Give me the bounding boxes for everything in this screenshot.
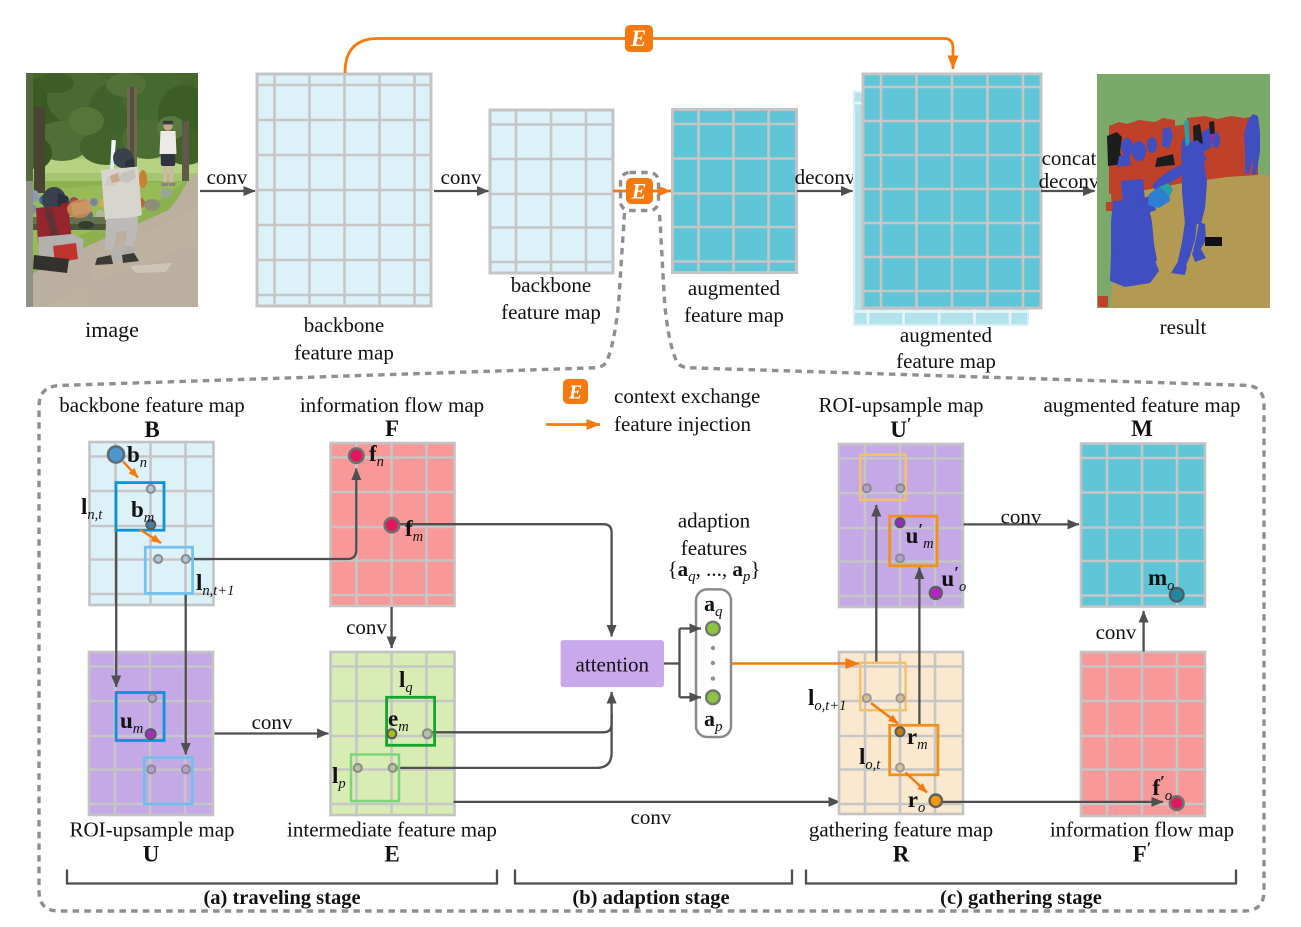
svg-text:(a) traveling stage: (a) traveling stage (203, 887, 360, 909)
svg-text:feature injection: feature injection (614, 412, 752, 436)
svg-text:U′: U′ (890, 414, 911, 442)
svg-text:intermediate feature map: intermediate feature map (287, 818, 497, 842)
svg-text:feature map: feature map (896, 349, 996, 373)
svg-text:feature map: feature map (294, 341, 394, 365)
svg-text:F: F (385, 416, 399, 441)
svg-text:E: E (631, 179, 647, 204)
svg-text:deconv: deconv (795, 165, 856, 189)
svg-text:features: features (681, 536, 747, 560)
svg-text:result: result (1160, 315, 1207, 339)
svg-text:R: R (893, 842, 910, 867)
svg-text:conv: conv (207, 165, 248, 189)
svg-text:attention: attention (576, 653, 650, 677)
svg-text:backbone feature map: backbone feature map (59, 393, 244, 417)
svg-text:image: image (85, 317, 139, 342)
svg-text:conv: conv (346, 615, 387, 639)
svg-text:ROI-upsample map: ROI-upsample map (69, 818, 234, 842)
svg-text:{aq, ..., ap}: {aq, ..., ap} (668, 557, 761, 585)
svg-text:ROI-upsample map: ROI-upsample map (818, 393, 983, 417)
svg-text:conv: conv (631, 805, 672, 829)
svg-text:augmented: augmented (900, 323, 993, 347)
svg-text:E: E (384, 842, 399, 867)
svg-text:context exchange: context exchange (614, 384, 760, 408)
svg-text:deconv: deconv (1039, 169, 1100, 193)
svg-text:conv: conv (1096, 620, 1137, 644)
svg-text:gathering feature map: gathering feature map (809, 818, 993, 842)
svg-text:conv: conv (1001, 505, 1042, 529)
svg-text:U: U (143, 842, 160, 867)
svg-text:conv: conv (441, 165, 482, 189)
svg-text:adaption: adaption (678, 509, 751, 533)
svg-text:backbone: backbone (511, 273, 591, 297)
svg-text:(c) gathering stage: (c) gathering stage (940, 887, 1102, 909)
svg-text:(b) adaption stage: (b) adaption stage (572, 887, 729, 909)
svg-text:backbone: backbone (304, 313, 384, 337)
svg-text:augmented feature map: augmented feature map (1043, 393, 1240, 417)
svg-text:B: B (144, 417, 159, 442)
svg-text:information flow map: information flow map (1050, 818, 1234, 842)
svg-text:conv: conv (252, 710, 293, 734)
svg-text:feature map: feature map (501, 300, 601, 324)
svg-text:M: M (1131, 416, 1153, 441)
svg-text:concat: concat (1042, 146, 1097, 170)
svg-text:augmented: augmented (688, 276, 781, 300)
svg-text:E: E (630, 26, 646, 51)
svg-text:feature map: feature map (684, 303, 784, 327)
svg-text:E: E (568, 382, 582, 404)
svg-text:information flow map: information flow map (300, 393, 484, 417)
